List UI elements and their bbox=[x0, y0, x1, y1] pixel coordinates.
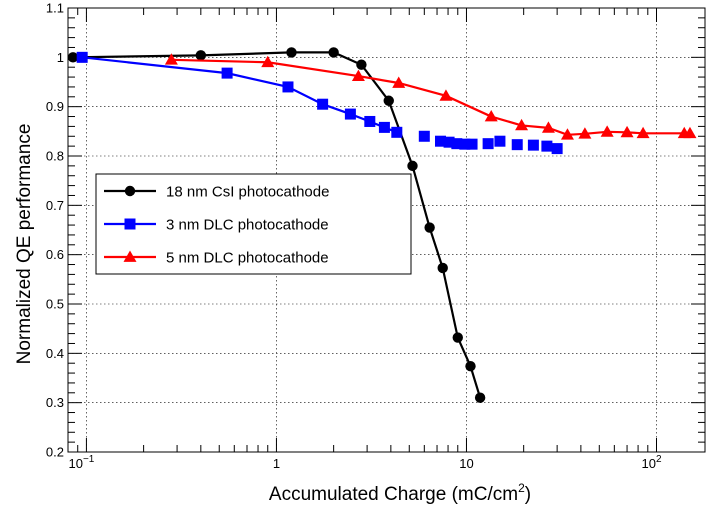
legend-entry: 5 nm DLC photocathode bbox=[104, 250, 329, 267]
series-3 bbox=[164, 53, 697, 140]
x-tick-base: 10 bbox=[641, 456, 655, 471]
y-tick-label: 0.5 bbox=[46, 297, 64, 312]
data-point bbox=[424, 222, 435, 233]
y-tick-label: 0.8 bbox=[46, 149, 64, 164]
data-point bbox=[76, 51, 88, 63]
data-point bbox=[443, 136, 455, 148]
x-axis-title-close: ) bbox=[525, 484, 531, 505]
data-point bbox=[494, 135, 506, 147]
y-tick-label: 0.2 bbox=[46, 445, 64, 460]
y-tick-label: 0.9 bbox=[46, 99, 64, 114]
y-tick-label: 0.7 bbox=[46, 198, 64, 213]
legend-label: 5 nm DLC photocathode bbox=[166, 250, 329, 267]
data-point bbox=[344, 108, 356, 120]
data-point bbox=[459, 138, 471, 150]
data-point bbox=[391, 126, 403, 138]
x-tick-base: 10 bbox=[68, 456, 82, 471]
data-point bbox=[466, 138, 478, 150]
data-point bbox=[484, 110, 498, 122]
series-2 bbox=[76, 51, 563, 155]
data-point bbox=[578, 127, 592, 139]
data-point bbox=[437, 262, 448, 274]
data-point bbox=[317, 98, 329, 110]
y-tick-label: 0.6 bbox=[46, 247, 64, 262]
y-tick-label: 1 bbox=[57, 50, 64, 65]
data-point bbox=[683, 126, 697, 139]
data-point bbox=[515, 118, 529, 131]
data-point bbox=[560, 128, 574, 140]
plot-frame bbox=[67, 7, 706, 453]
y-axis-title: Normalized QE performance bbox=[14, 124, 35, 365]
x-tick-exponent: 2 bbox=[656, 454, 662, 465]
data-point bbox=[482, 138, 494, 150]
x-tick-exponent: −1 bbox=[83, 454, 95, 465]
x-tick-label: 10 bbox=[459, 456, 473, 471]
data-point bbox=[164, 53, 178, 65]
x-axis-title-main: Accumulated Charge (mC/cm bbox=[269, 484, 518, 505]
legend-marker bbox=[124, 218, 136, 230]
series-line bbox=[171, 58, 690, 136]
data-point bbox=[452, 332, 463, 343]
data-point bbox=[451, 138, 463, 150]
data-point bbox=[378, 121, 390, 133]
data-point bbox=[392, 76, 406, 88]
x-tick-label: 10−1 bbox=[68, 454, 94, 471]
y-tick-label: 1.1 bbox=[46, 1, 64, 16]
data-point bbox=[418, 130, 430, 142]
data-point bbox=[286, 47, 297, 58]
data-point bbox=[465, 360, 476, 372]
x-tick-base: 10 bbox=[459, 456, 473, 471]
data-point bbox=[511, 139, 523, 151]
data-point bbox=[351, 69, 365, 81]
data-point bbox=[356, 59, 367, 70]
data-point bbox=[364, 115, 376, 127]
data-point bbox=[541, 121, 555, 133]
series-line bbox=[82, 56, 398, 134]
x-tick-base: 1 bbox=[273, 456, 280, 471]
data-point bbox=[600, 125, 614, 137]
data-point bbox=[636, 126, 650, 139]
x-tick-label: 1 bbox=[273, 456, 280, 471]
data-point bbox=[527, 139, 539, 151]
data-point bbox=[620, 125, 634, 138]
y-tick-label: 0.3 bbox=[46, 395, 64, 410]
data-point bbox=[541, 140, 553, 152]
data-point bbox=[261, 55, 275, 68]
y-tick-label: 0.4 bbox=[46, 346, 64, 361]
x-tick-label: 102 bbox=[641, 454, 661, 471]
legend-marker bbox=[124, 185, 136, 197]
legend: 18 nm CsI photocathode 3 nm DLC photocath… bbox=[95, 173, 412, 275]
x-axis-title: Accumulated Charge (mC/cm2) bbox=[269, 481, 531, 505]
data-point bbox=[221, 67, 233, 79]
data-point bbox=[282, 81, 294, 93]
legend-entry: 18 nm CsI photocathode bbox=[104, 184, 329, 201]
legend-entry: 3 nm DLC photocathode bbox=[104, 217, 329, 234]
data-point bbox=[67, 52, 79, 63]
legend-label: 3 nm DLC photocathode bbox=[166, 217, 329, 234]
data-point bbox=[551, 143, 563, 155]
data-point bbox=[328, 47, 339, 58]
data-point bbox=[383, 95, 394, 106]
x-axis-title-sup: 2 bbox=[518, 481, 525, 495]
legend-label: 18 nm CsI photocathode bbox=[166, 184, 329, 201]
data-point bbox=[407, 160, 418, 172]
axes: 0.20.30.40.50.60.70.80.911.110−1 1 10 102 bbox=[46, 1, 705, 471]
data-series bbox=[67, 47, 697, 403]
legend-marker bbox=[123, 250, 137, 262]
data-point bbox=[434, 135, 446, 147]
data-point bbox=[195, 50, 207, 61]
data-point bbox=[474, 392, 486, 403]
data-point bbox=[439, 89, 453, 101]
